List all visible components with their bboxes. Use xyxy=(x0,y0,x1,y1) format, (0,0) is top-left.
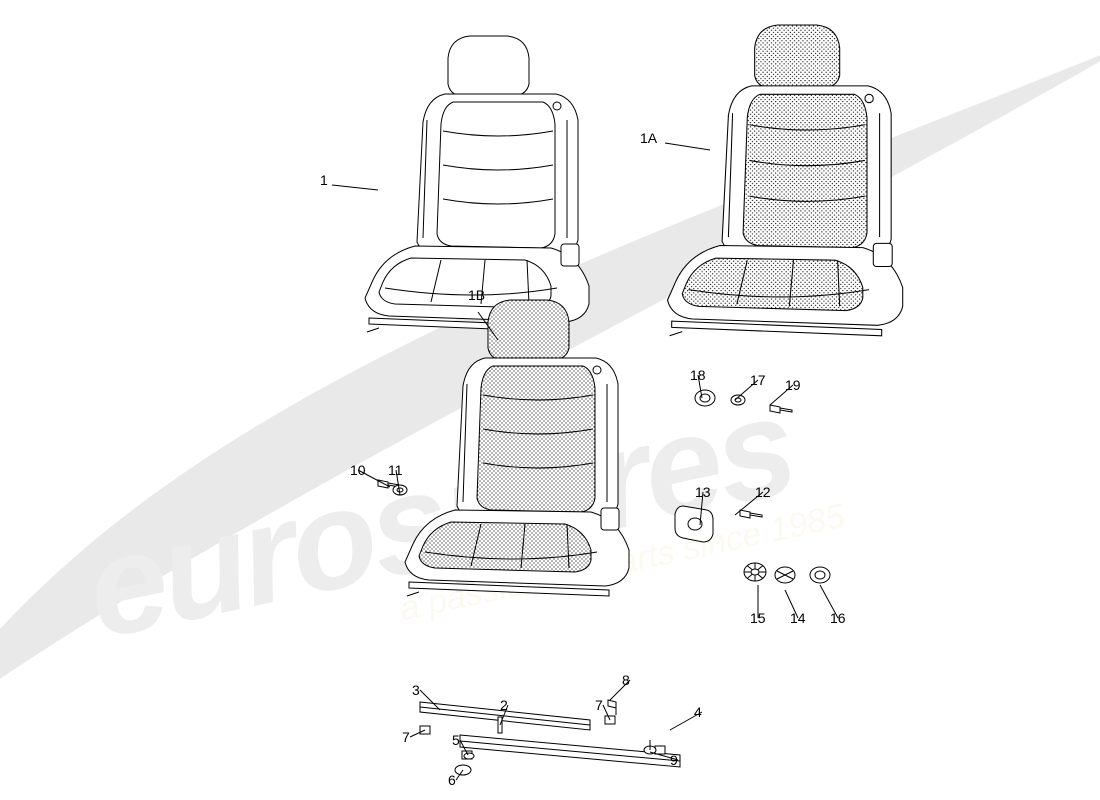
seat-1B xyxy=(405,300,629,596)
label-part-10: 10 xyxy=(350,462,366,478)
label-part-15: 15 xyxy=(750,610,766,626)
part-19 xyxy=(770,405,792,413)
part-14 xyxy=(775,567,795,583)
label-part-4: 4 xyxy=(694,704,702,720)
label-part-13: 13 xyxy=(695,484,711,500)
label-seat-1A: 1A xyxy=(640,130,657,146)
label-seat-1B: 1B xyxy=(468,287,485,303)
part-15 xyxy=(744,563,766,581)
seat-1A xyxy=(668,25,903,336)
label-part-18: 18 xyxy=(690,367,706,383)
label-part-3: 3 xyxy=(412,682,420,698)
label-part-17: 17 xyxy=(750,372,766,388)
label-part-7: 7 xyxy=(402,729,410,745)
part-13 xyxy=(675,506,713,542)
part-17 xyxy=(731,395,745,405)
part-12 xyxy=(740,510,762,518)
label-part-8: 8 xyxy=(622,672,630,688)
label-part-11: 11 xyxy=(388,462,403,478)
label-seat-1: 1 xyxy=(320,172,328,188)
label-part-9: 9 xyxy=(670,752,678,768)
label-part-14: 14 xyxy=(790,610,806,626)
label-part-7: 7 xyxy=(595,697,603,713)
diagram-stage: eurospares a passion for parts since 198… xyxy=(0,0,1100,800)
parts-diagram xyxy=(0,0,1100,800)
part-18 xyxy=(695,390,715,406)
label-part-6: 6 xyxy=(448,772,456,788)
label-part-19: 19 xyxy=(785,377,801,393)
label-part-2: 2 xyxy=(500,697,508,713)
label-part-12: 12 xyxy=(755,484,771,500)
part-16 xyxy=(810,567,830,583)
label-part-16: 16 xyxy=(830,610,846,626)
label-part-5: 5 xyxy=(452,732,460,748)
